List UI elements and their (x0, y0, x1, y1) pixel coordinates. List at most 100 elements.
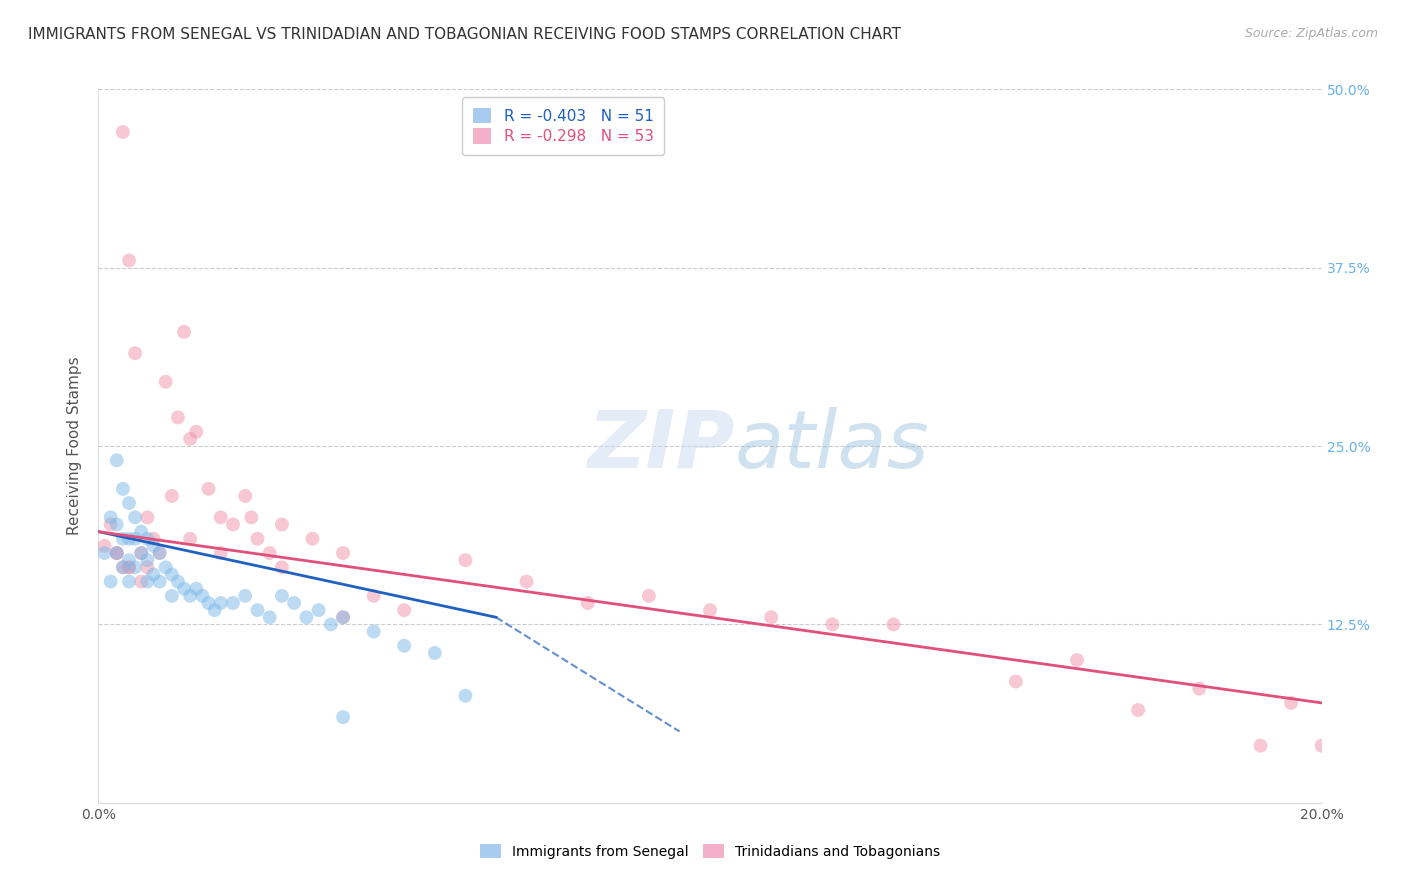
Point (173, 582, 195, 596)
Point (1310, 739, 1333, 753)
Point (1128, 703, 1150, 717)
Point (136, 560, 159, 574)
Point (179, 589, 201, 603)
Point (1188, 681, 1211, 696)
Point (454, 553, 477, 567)
Point (301, 532, 323, 546)
Point (111, 532, 134, 546)
Point (105, 546, 128, 560)
Point (363, 589, 385, 603)
Point (186, 582, 208, 596)
Point (118, 560, 141, 574)
Point (246, 532, 269, 546)
Point (149, 546, 172, 560)
Point (173, 325, 195, 339)
Point (93, 539, 115, 553)
Point (167, 574, 190, 589)
Point (233, 489, 256, 503)
Point (246, 603, 269, 617)
Point (142, 532, 165, 546)
Point (295, 610, 318, 624)
Point (186, 425, 208, 439)
Point (136, 532, 159, 546)
Text: ZIP: ZIP (588, 407, 734, 485)
Point (332, 546, 354, 560)
Point (191, 589, 214, 603)
Point (129, 546, 152, 560)
Point (124, 532, 146, 546)
Point (124, 560, 146, 574)
Point (100, 574, 122, 589)
Text: IMMIGRANTS FROM SENEGAL VS TRINIDADIAN AND TOBAGONIAN RECEIVING FOOD STAMPS CORR: IMMIGRANTS FROM SENEGAL VS TRINIDADIAN A… (28, 27, 901, 42)
Point (197, 482, 219, 496)
Point (136, 510, 159, 524)
Point (332, 610, 354, 624)
Point (149, 574, 172, 589)
Point (179, 532, 201, 546)
Point (308, 603, 330, 617)
Point (204, 603, 226, 617)
Point (111, 560, 134, 574)
Point (209, 596, 232, 610)
Point (118, 574, 141, 589)
Point (637, 589, 661, 603)
Point (105, 517, 128, 532)
Point (699, 603, 721, 617)
Point (160, 567, 183, 582)
Point (759, 610, 782, 624)
Point (111, 560, 134, 574)
Point (270, 560, 292, 574)
Point (155, 375, 177, 389)
Point (100, 517, 122, 532)
Point (136, 553, 159, 567)
Point (118, 553, 141, 567)
Point (259, 546, 281, 560)
Point (129, 546, 152, 560)
Point (100, 510, 122, 524)
Point (209, 510, 232, 524)
Point (124, 346, 146, 360)
Point (423, 646, 446, 660)
Point (118, 496, 141, 510)
Point (160, 589, 183, 603)
Point (155, 560, 177, 574)
Point (222, 517, 245, 532)
Point (1249, 739, 1271, 753)
Point (1279, 696, 1302, 710)
Point (454, 689, 477, 703)
Point (332, 610, 354, 624)
Point (129, 524, 152, 539)
Point (142, 567, 165, 582)
Text: atlas: atlas (734, 407, 929, 485)
Point (179, 432, 201, 446)
Point (270, 589, 292, 603)
Point (118, 532, 141, 546)
Point (209, 546, 232, 560)
Point (105, 453, 128, 467)
Point (136, 574, 159, 589)
Legend: Immigrants from Senegal, Trinidadians and Tobagonians: Immigrants from Senegal, Trinidadians an… (472, 836, 948, 867)
Point (233, 589, 256, 603)
Point (142, 539, 165, 553)
Point (167, 410, 190, 425)
Point (821, 617, 844, 632)
Point (105, 546, 128, 560)
Point (129, 574, 152, 589)
Point (197, 596, 219, 610)
Point (319, 617, 342, 632)
Point (118, 253, 141, 268)
Point (392, 639, 416, 653)
Point (240, 510, 263, 524)
Point (283, 596, 305, 610)
Point (105, 546, 128, 560)
Point (124, 510, 146, 524)
Point (160, 489, 183, 503)
Point (93, 546, 115, 560)
Point (270, 517, 292, 532)
Point (1004, 674, 1026, 689)
Point (149, 546, 172, 560)
Point (222, 596, 245, 610)
Point (1066, 653, 1088, 667)
Point (332, 710, 354, 724)
Point (516, 574, 538, 589)
